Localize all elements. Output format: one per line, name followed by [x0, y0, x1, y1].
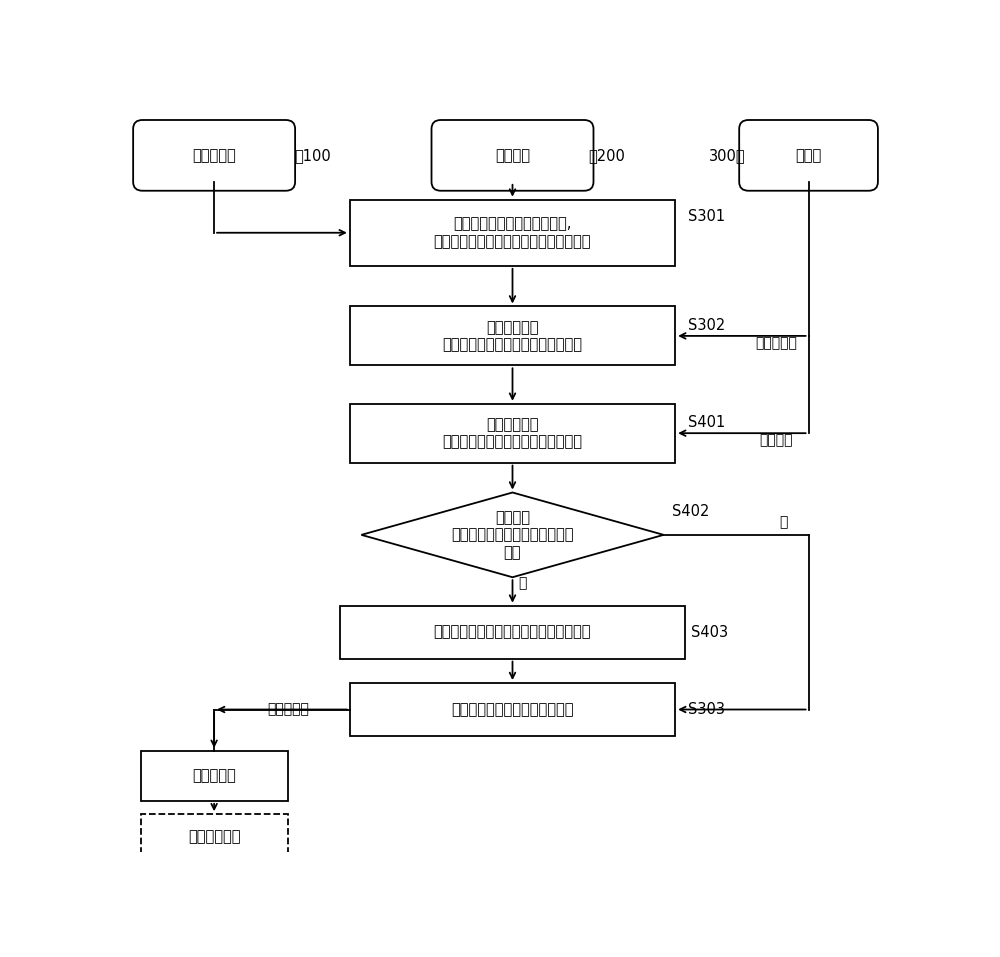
Bar — [140, 814, 288, 859]
Text: 基于身份信息
从存储器获取医用传感器的使用记录: 基于身份信息 从存储器获取医用传感器的使用记录 — [442, 417, 582, 450]
FancyBboxPatch shape — [133, 120, 295, 190]
Text: 对医用传感器的标识进行扫描,
以获取标识表示的医用传感器的身份信息: 对医用传感器的标识进行扫描, 以获取标识表示的医用传感器的身份信息 — [434, 216, 591, 249]
Text: 操作设备: 操作设备 — [495, 148, 530, 163]
Text: 初始化设置: 初始化设置 — [192, 768, 236, 784]
Text: 初始化参数: 初始化参数 — [267, 702, 309, 717]
Text: S301: S301 — [688, 209, 726, 224]
Text: S403: S403 — [691, 625, 728, 639]
Text: 基于使用
记录判断医用传感器是否被允许
使用: 基于使用 记录判断医用传感器是否被允许 使用 — [451, 510, 574, 560]
Text: S402: S402 — [672, 503, 710, 519]
Bar — [340, 606, 685, 658]
Bar — [350, 306, 675, 366]
Text: 医用传感器: 医用传感器 — [192, 148, 236, 163]
Text: S302: S302 — [688, 318, 726, 333]
Text: ～100: ～100 — [294, 148, 331, 163]
Text: 存储器: 存储器 — [795, 148, 822, 163]
Bar — [350, 683, 675, 736]
Text: 否: 否 — [519, 576, 527, 590]
Text: 使用记录: 使用记录 — [759, 434, 793, 448]
Text: 将初始化参数发送至医用传感器: 将初始化参数发送至医用传感器 — [451, 702, 574, 717]
Bar — [350, 200, 675, 266]
Text: 检测生理信息: 检测生理信息 — [188, 830, 240, 844]
Bar — [350, 404, 675, 462]
Text: 生成表示禁止使用医用传感器的禁用消息: 生成表示禁止使用医用传感器的禁用消息 — [434, 625, 591, 639]
FancyBboxPatch shape — [739, 120, 878, 190]
Text: 300～: 300～ — [709, 148, 746, 163]
Text: ～200: ～200 — [588, 148, 625, 163]
Text: S401: S401 — [688, 415, 726, 431]
Text: 是: 是 — [779, 515, 787, 529]
Bar — [140, 751, 288, 801]
FancyBboxPatch shape — [432, 120, 593, 190]
Polygon shape — [361, 493, 664, 577]
Text: S303: S303 — [688, 702, 725, 717]
Text: 基于身份信息
从存储器获取医用传感器初始化参数: 基于身份信息 从存储器获取医用传感器初始化参数 — [442, 320, 582, 352]
Text: 初始化参数: 初始化参数 — [755, 336, 797, 350]
